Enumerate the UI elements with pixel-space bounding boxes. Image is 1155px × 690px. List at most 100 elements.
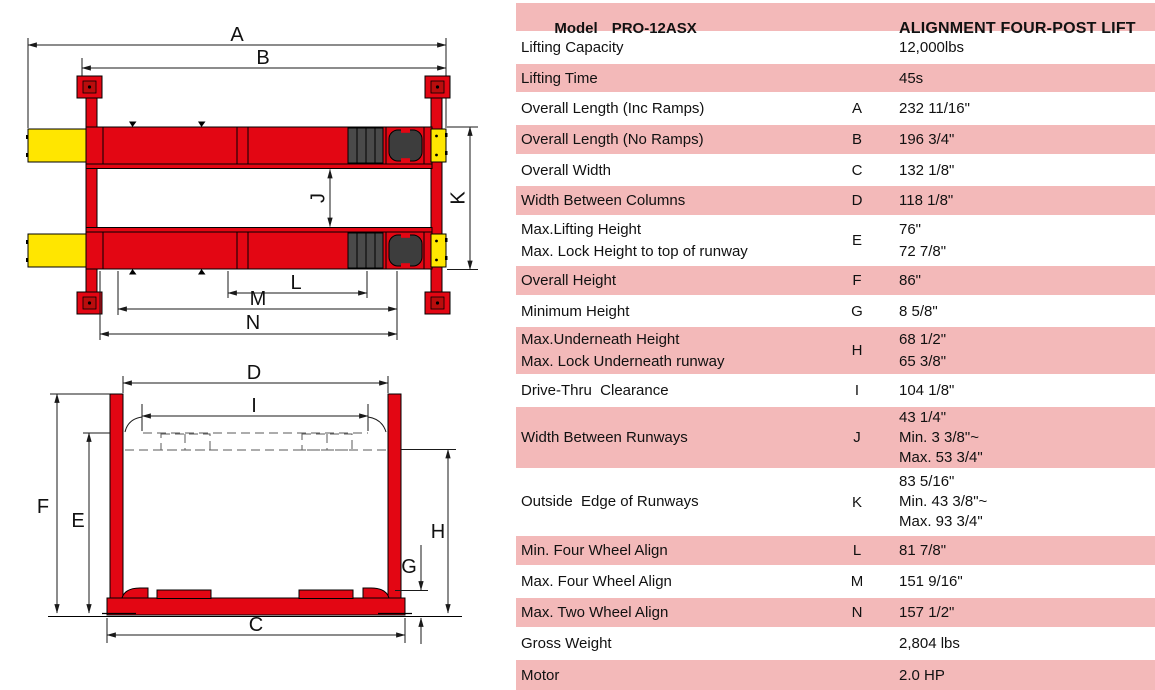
spec-row: Max.Underneath Height Max. Lock Underneat…: [516, 327, 1155, 374]
spec-value: 118 1/8": [899, 192, 954, 209]
dim-label-m: M: [250, 288, 267, 310]
dim-k: K: [447, 126, 478, 271]
dim-n: N: [99, 271, 398, 340]
spec-row: Outside Edge of Runways K 83 5/16" Min. 43 …: [516, 470, 1155, 534]
spec-row: Lifting Capacity 12,000lbs: [516, 33, 1155, 62]
spec-value: 68 1/2" 65 3/8": [899, 330, 947, 370]
spec-value: 196 3/4": [899, 131, 955, 148]
spec-label: Gross Weight: [521, 635, 612, 652]
dim-i: I: [124, 395, 387, 433]
spec-row: Width Between Columns D 118 1/8": [516, 186, 1155, 215]
dim-label-j: J: [307, 193, 329, 203]
spec-label: Overall Width: [521, 161, 612, 179]
spec-value: 12,000lbs: [899, 39, 965, 56]
spec-row: Motor 2.0 HP: [516, 660, 1155, 690]
dim-label-e: E: [71, 510, 84, 532]
spec-label: Drive-Thru Clearance: [521, 382, 669, 399]
dim-label-b: B: [256, 47, 269, 69]
spec-letter: J: [853, 429, 861, 446]
dim-c: C: [106, 614, 406, 643]
dim-m: M: [117, 271, 398, 340]
approach-ramp: [27, 128, 87, 163]
spec-label: Max. Four Wheel Align: [521, 573, 672, 590]
dim-d: D: [122, 362, 389, 393]
spec-row: Overall Length (Inc Ramps) A 232 11/16": [516, 94, 1155, 123]
spec-letter: E: [851, 232, 862, 249]
spec-row: Minimum Height G 8 5/8": [516, 297, 1155, 325]
top-view: A B: [26, 24, 478, 340]
front-view: D I: [37, 362, 462, 644]
spec-label: Lifting Time: [521, 69, 598, 87]
spec-value: 232 11/16": [899, 100, 970, 117]
spec-row: Overall Width C 132 1/8": [516, 156, 1155, 184]
column-right: [387, 393, 402, 614]
spec-label: Overall Height: [521, 272, 617, 289]
spec-letter: D: [851, 192, 863, 209]
crossbeam-left: [76, 75, 103, 315]
spec-value: 8 5/8": [899, 302, 938, 320]
dim-f: F: [37, 393, 110, 614]
spec-row: Max.Lifting Height Max. Lock Height to to…: [516, 217, 1155, 264]
spec-row: Width Between Runways J 43 1/4" Min. 3 3/8"…: [516, 407, 1155, 468]
spec-label: Min. Four Wheel Align: [521, 542, 668, 559]
spec-row: Max. Two Wheel Align N 157 1/2": [516, 598, 1155, 627]
dim-label-l: L: [290, 272, 301, 294]
end-plate: [430, 233, 447, 268]
spec-row: Drive-Thru Clearance I 104 1/8": [516, 376, 1155, 405]
spec-label: Max.Lifting Height Max. Lock Height to to…: [521, 220, 748, 260]
model-label: Model PRO-12ASX: [521, 3, 899, 54]
spec-label: Minimum Height: [521, 302, 630, 320]
dim-label-k: K: [447, 191, 469, 205]
runway-bottom: [26, 227, 448, 275]
spec-label: Overall Length (Inc Ramps): [521, 100, 705, 117]
spec-row: Min. Four Wheel Align L 81 7/8": [516, 536, 1155, 565]
dim-b: B: [81, 47, 447, 76]
spec-letter: G: [851, 302, 863, 320]
spec-letter: C: [851, 161, 863, 179]
lowered-runway: [106, 587, 406, 616]
raised-runway-dashed: [125, 432, 386, 451]
dim-label-i: I: [251, 395, 257, 417]
spec-value: 104 1/8": [899, 382, 955, 399]
spec-value: 45s: [899, 69, 924, 87]
end-plate: [430, 128, 447, 163]
spec-label: Width Between Runways: [521, 428, 688, 446]
lift-diagram: A B: [26, 24, 478, 644]
product-title: ALIGNMENT FOUR-POST LIFT: [899, 19, 1136, 37]
spec-value: 157 1/2": [899, 604, 955, 621]
spec-letter: M: [850, 573, 864, 590]
dim-label-n: N: [246, 312, 260, 334]
dim-label-d: D: [247, 362, 261, 384]
spec-row: Overall Length (No Ramps) B 196 3/4": [516, 125, 1155, 154]
dim-h: H: [401, 448, 456, 614]
spec-label: Overall Length (No Ramps): [521, 131, 704, 148]
dim-j: J: [307, 168, 333, 228]
turntable: [388, 129, 423, 162]
spec-label: Width Between Columns: [521, 192, 686, 209]
spec-letter: H: [851, 342, 863, 359]
approach-ramp: [27, 233, 87, 268]
dim-label-g: G: [401, 556, 417, 578]
spec-letter: I: [854, 382, 860, 399]
spec-value: 86": [899, 272, 922, 289]
dim-label-a: A: [230, 24, 244, 46]
spec-value: 2.0 HP: [899, 666, 945, 684]
model-word: Model: [554, 20, 598, 37]
turntable: [388, 234, 423, 267]
spec-value: 76" 72 7/8": [899, 220, 947, 260]
spec-label: Max.Underneath Height Max. Lock Underneat…: [521, 330, 725, 370]
dim-a: A: [27, 24, 447, 128]
dim-label-h: H: [431, 521, 445, 543]
model-value: PRO-12ASX: [611, 20, 697, 37]
dim-label-c: C: [249, 614, 263, 636]
dim-l: L: [227, 271, 368, 298]
spec-table: Model PRO-12ASX ALIGNMENT FOUR-POST LIFT …: [516, 0, 1155, 690]
spec-value: 151 9/16": [899, 573, 963, 590]
dim-e: E: [71, 432, 110, 614]
dim-label-f: F: [37, 496, 49, 518]
spec-row: Gross Weight 2,804 lbs: [516, 629, 1155, 658]
spec-value: 2,804 lbs: [899, 635, 960, 652]
dim-g: G: [395, 545, 428, 644]
spec-row: Lifting Time 45s: [516, 64, 1155, 92]
